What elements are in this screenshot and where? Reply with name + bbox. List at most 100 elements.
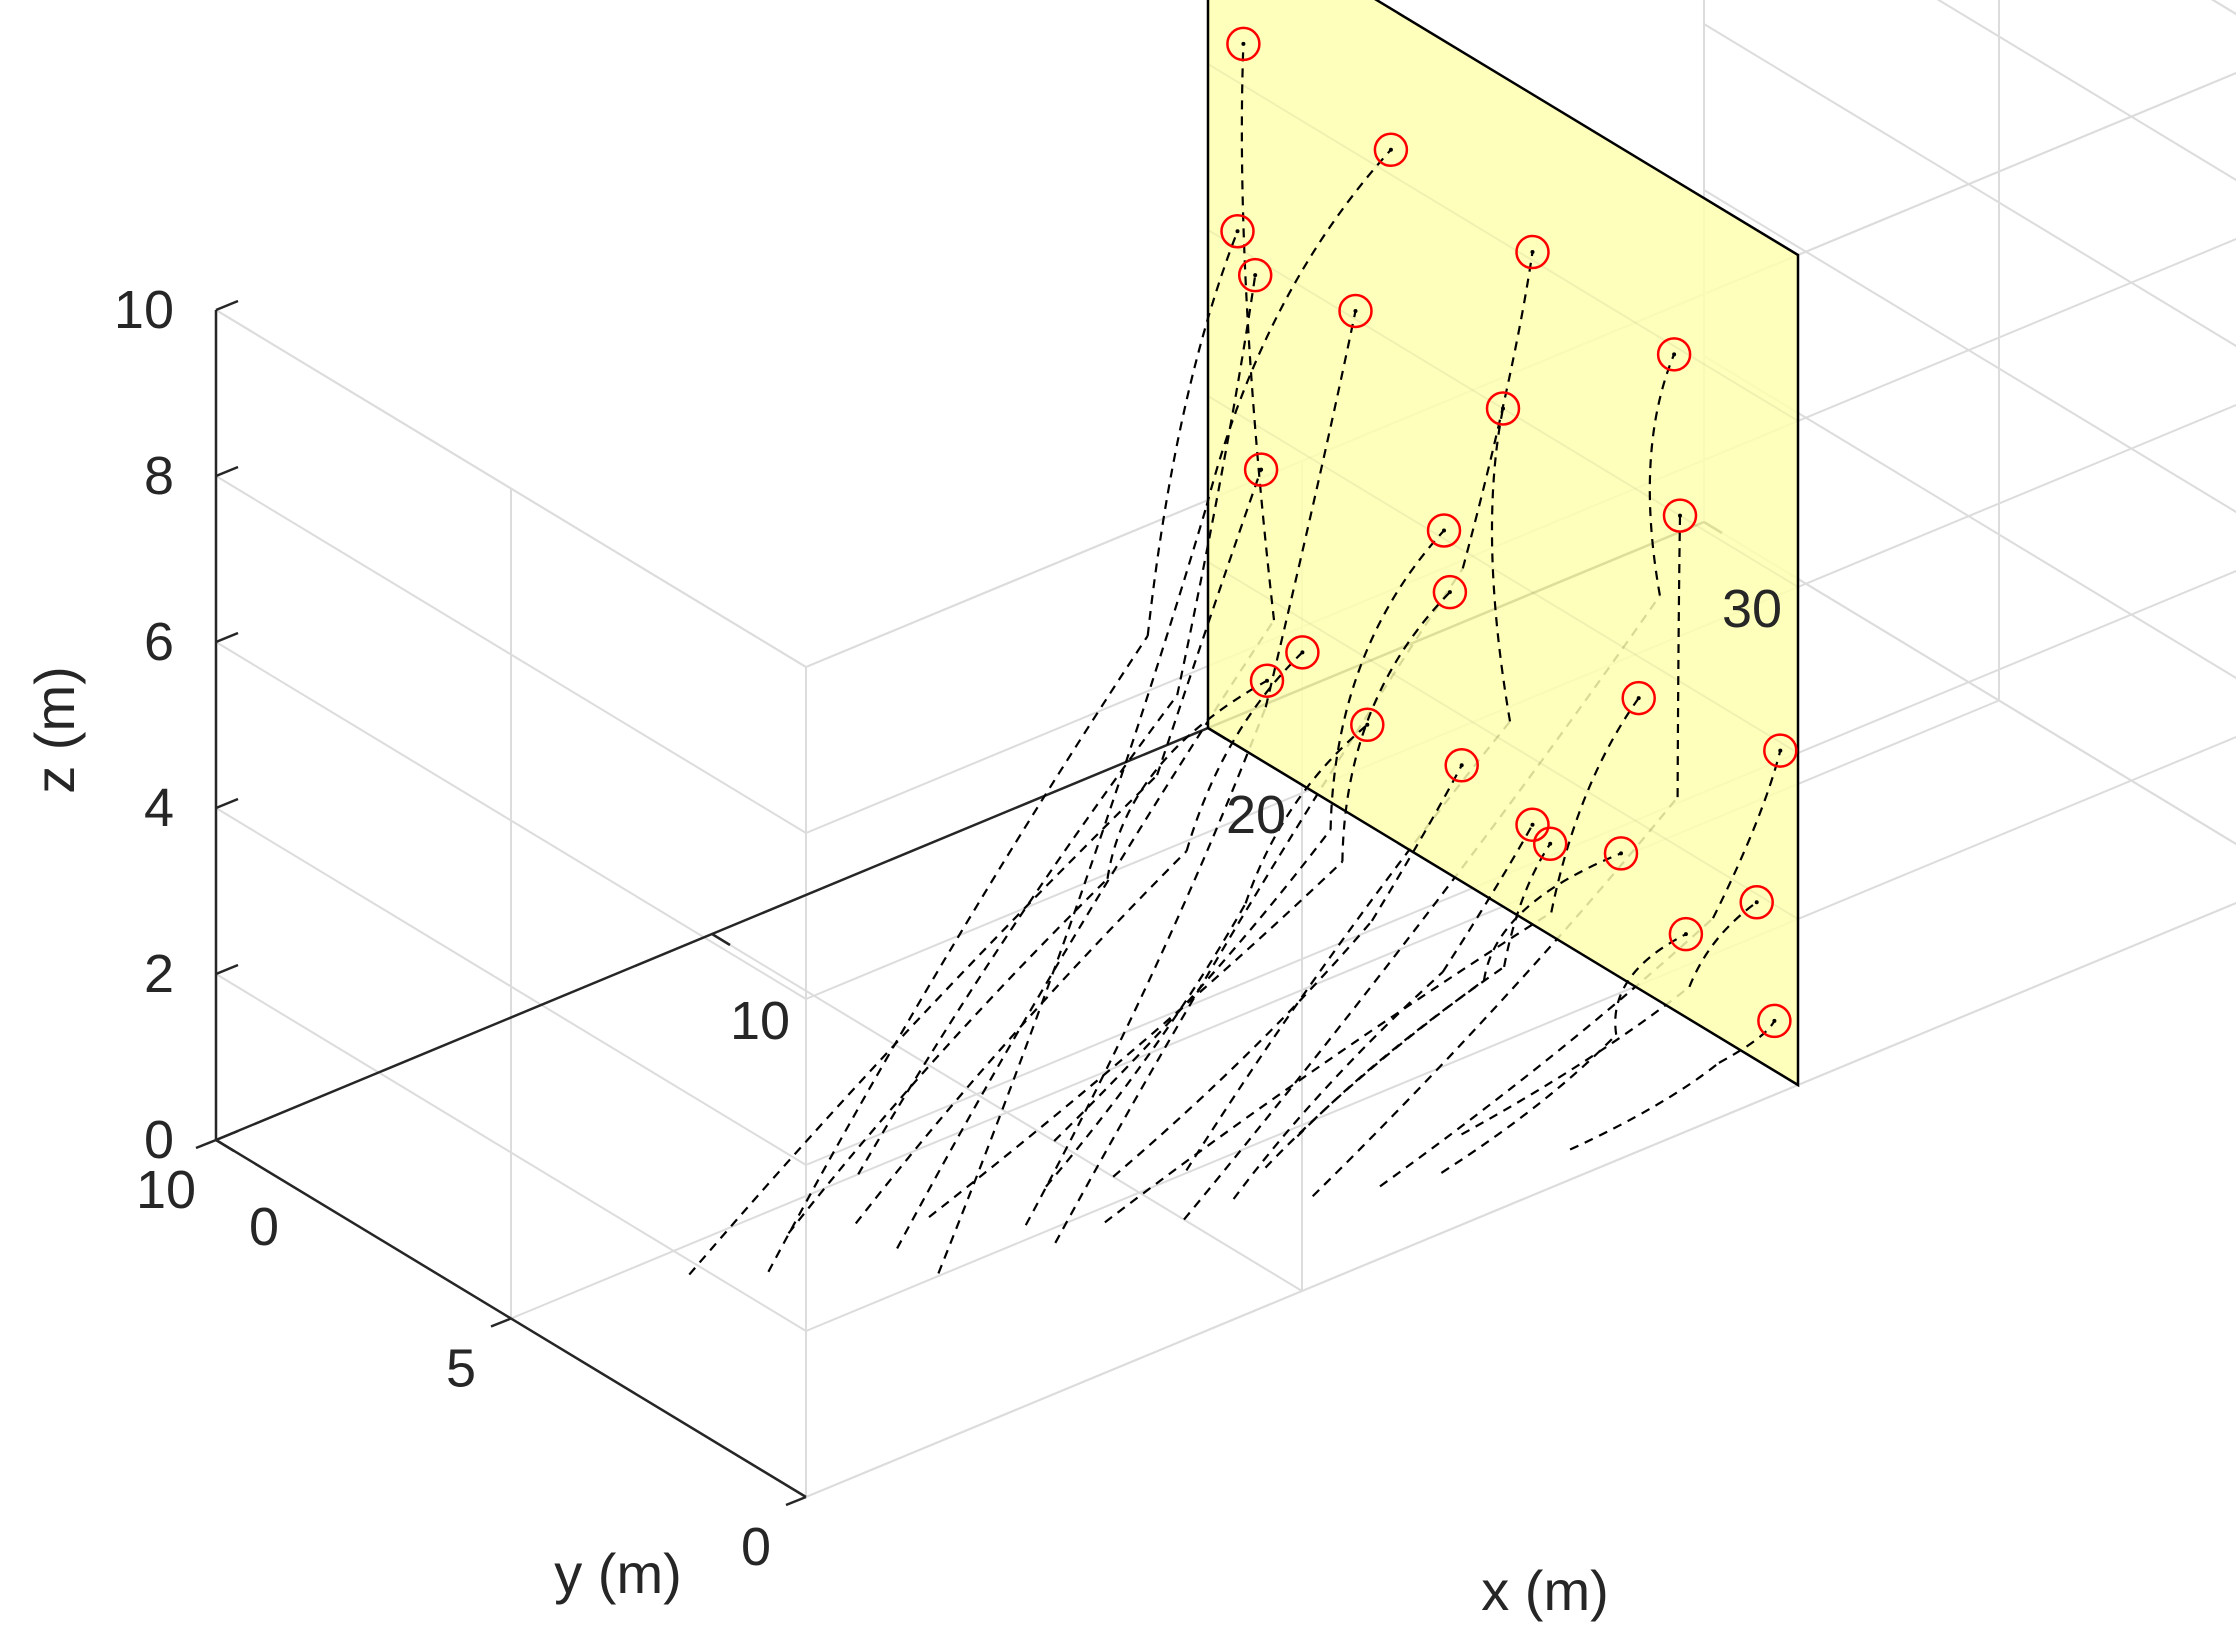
z-tick-label: 2: [144, 944, 174, 1004]
trajectory-approach: [1460, 986, 1691, 1136]
wall-plane: [1206, 0, 1800, 1088]
y-tick-label: 5: [446, 1339, 476, 1399]
y-tick-mark: [195, 1138, 217, 1150]
wall-surface: [1206, 0, 1800, 1088]
target-marker: [1739, 885, 1774, 920]
y-tick-mark: [490, 1317, 512, 1328]
trajectory-climb: [1614, 933, 1687, 1035]
trajectory-climb: [1503, 843, 1552, 968]
z-tick-label: 8: [144, 446, 174, 506]
z-tick-label: 6: [144, 612, 174, 672]
trajectory-climb: [1370, 764, 1463, 922]
target-center-dot: [1265, 678, 1269, 683]
target-marker: [1656, 337, 1692, 372]
z-tick-mark: [215, 963, 239, 976]
trajectory-climb: [1482, 852, 1622, 981]
trajectory-approach: [1569, 1061, 1720, 1151]
x-tick-label: 30: [1722, 579, 1782, 639]
y-axis-label: y (m): [554, 1542, 682, 1605]
trajectory-climb: [1146, 230, 1239, 636]
trajectory-approach: [857, 694, 1179, 1175]
trajectory-climb: [1176, 275, 1257, 696]
target-marker: [1220, 214, 1255, 249]
trajectory-climb: [1156, 469, 1263, 776]
target-center-dot: [1459, 763, 1464, 768]
z-tick-mark: [215, 465, 239, 478]
y-tick-label: 0: [741, 1517, 771, 1577]
target-marker: [1432, 574, 1468, 610]
trajectory-approach: [1104, 911, 1552, 1224]
target-center-dot: [1772, 1018, 1777, 1023]
trajectory-approach: [1024, 706, 1267, 1226]
grid-line-z-back: [805, 736, 2236, 1332]
target-marker: [1757, 1003, 1792, 1039]
target-center-dot: [1259, 467, 1264, 472]
target-center-dot: [1530, 822, 1535, 827]
x-tick-label: 0: [249, 1197, 279, 1257]
target-center-dot: [1235, 229, 1240, 234]
z-tick-label: 10: [114, 280, 174, 340]
target-center-dot: [1619, 851, 1623, 856]
target-center-dot: [1388, 147, 1393, 152]
target-marker: [1515, 807, 1550, 842]
trajectory-approach: [1112, 920, 1373, 1178]
target-center-dot: [1442, 528, 1446, 533]
target-marker: [1485, 391, 1521, 426]
target-marker: [1763, 733, 1798, 768]
trajectory-approach: [1232, 971, 1444, 1200]
target-center-dot: [1530, 250, 1535, 255]
target-marker: [1532, 826, 1568, 862]
target-center-dot: [1365, 722, 1370, 727]
target-marker: [1243, 452, 1279, 487]
box-edge-top-left: [215, 309, 807, 668]
target-marker: [1285, 635, 1320, 670]
trajectory-climb: [1461, 251, 1534, 569]
trajectory-approach: [787, 877, 1109, 1235]
target-center-dot: [1241, 41, 1246, 46]
trajectory-climb: [1185, 651, 1304, 852]
target-center-dot: [1683, 932, 1688, 937]
grid-line-y-floor: [805, 902, 2236, 1498]
trajectory-climb: [1341, 591, 1451, 862]
target-marker: [1338, 293, 1373, 329]
z-axis-label: z (m): [23, 666, 86, 794]
target-center-dot: [1672, 352, 1677, 357]
trajectory-approach: [1053, 828, 1332, 1142]
target-marker: [1621, 680, 1656, 716]
y-tick-mark: [785, 1495, 807, 1507]
trajectory-climb: [1550, 697, 1640, 913]
target-marker: [1515, 234, 1550, 270]
target-markers: [1220, 26, 1798, 1039]
trajectory-climb: [1648, 353, 1676, 596]
trajectory-approach: [767, 635, 1149, 1273]
x-axis-label: x (m): [1481, 1559, 1609, 1622]
target-marker: [1603, 836, 1639, 871]
z-tick-mark: [215, 1129, 239, 1142]
x-tick-label: 20: [1226, 785, 1286, 845]
target-center-dot: [1300, 650, 1305, 655]
trajectory-climb: [1718, 1020, 1776, 1064]
trajectory-approach: [928, 860, 1344, 1219]
trajectory-climb: [1205, 149, 1392, 506]
target-center-dot: [1501, 406, 1505, 411]
target-center-dot: [1636, 696, 1641, 701]
z-tick-label: 0: [144, 1110, 174, 1170]
trajectory-climb: [1264, 310, 1357, 708]
target-center-dot: [1447, 590, 1452, 595]
trajectory-climb: [1106, 679, 1268, 879]
target-marker: [1668, 916, 1704, 952]
target-marker: [1237, 257, 1273, 293]
target-marker: [1426, 513, 1462, 548]
target-marker: [1373, 132, 1409, 168]
trajectory-approach: [937, 505, 1208, 1274]
target-marker: [1444, 748, 1479, 783]
trajectory-approach: [1264, 979, 1485, 1169]
z-tick-label: 4: [144, 778, 174, 838]
z-tick-mark: [215, 797, 239, 810]
y-tick-label: 10: [136, 1160, 196, 1220]
target-center-dot: [1754, 900, 1759, 905]
target-center-dot: [1548, 841, 1553, 846]
trajectory-climb: [1441, 824, 1534, 973]
trajectory-climb: [1329, 529, 1445, 830]
